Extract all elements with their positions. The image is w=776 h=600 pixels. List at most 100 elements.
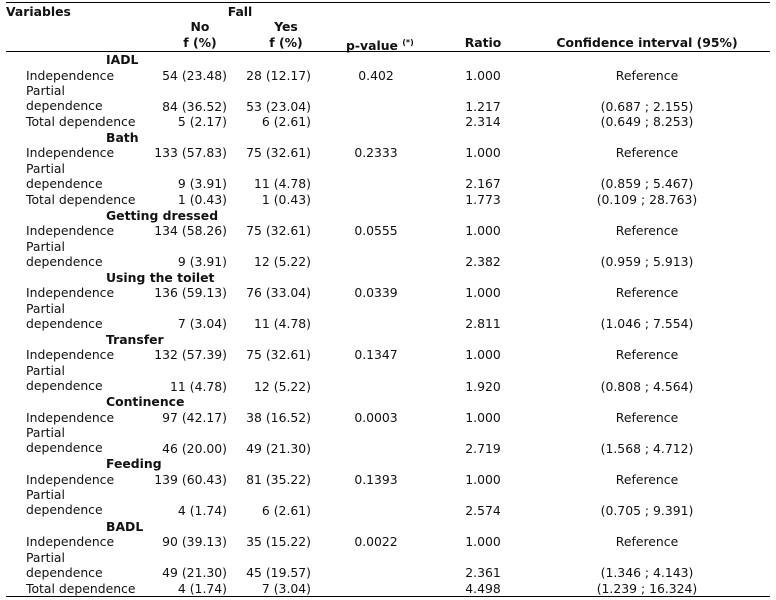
cell-ci: Reference (615, 534, 679, 549)
row-label: Independence (26, 410, 115, 425)
header-rule (6, 51, 770, 52)
cell-no: 11 (4.78) (170, 379, 227, 394)
section-title: Continence (106, 394, 185, 409)
section-title: Getting dressed (106, 208, 219, 223)
no-sub-header: f (%) (183, 35, 217, 50)
cell-ratio: 1.217 (465, 99, 501, 114)
cell-no: 4 (1.74) (177, 503, 227, 518)
cell-no: 133 (57.83) (154, 145, 227, 160)
cell-yes: 11 (4.78) (254, 176, 311, 191)
cell-yes: 6 (2.61) (261, 114, 311, 129)
cell-yes: 45 (19.57) (246, 565, 311, 580)
row-label: Partial dependence (26, 83, 103, 113)
cell-no: 97 (42.17) (162, 410, 227, 425)
row-label: Independence (26, 534, 115, 549)
cell-ci: Reference (615, 68, 679, 83)
cell-ratio: 1.000 (465, 145, 501, 160)
fall-header: Fall (227, 4, 253, 19)
cell-ratio: 2.167 (465, 176, 501, 191)
row-label: Independence (26, 472, 115, 487)
cell-yes: 53 (23.04) (246, 99, 311, 114)
cell-no: 49 (21.30) (162, 565, 227, 580)
cell-yes: 75 (32.61) (246, 145, 311, 160)
cell-ratio: 1.920 (465, 379, 501, 394)
cell-no: 136 (59.13) (154, 285, 227, 300)
yes-sub-header: f (%) (269, 35, 303, 50)
cell-pvalue: 0.2333 (354, 145, 398, 160)
section-title: Transfer (106, 332, 164, 347)
cell-yes: 49 (21.30) (246, 441, 311, 456)
cell-ci: (0.959 ; 5.913) (600, 254, 694, 269)
cell-pvalue: 0.0003 (354, 410, 398, 425)
cell-ci: Reference (615, 285, 679, 300)
row-label: Partial dependence (26, 363, 103, 393)
cell-pvalue: 0.402 (358, 68, 394, 83)
section-title: BADL (106, 519, 144, 534)
section-title: IADL (106, 52, 139, 67)
cell-ci: Reference (615, 472, 679, 487)
cell-ci: (0.649 ; 8.253) (600, 114, 694, 129)
row-label: Independence (26, 223, 115, 238)
section-title: Feeding (106, 456, 162, 471)
row-label: Partial dependence (26, 239, 103, 269)
cell-ci: (1.346 ; 4.143) (600, 565, 694, 580)
row-label: Partial dependence (26, 550, 103, 580)
cell-yes: 7 (3.04) (261, 581, 311, 596)
cell-pvalue: 0.0022 (354, 534, 398, 549)
cell-ratio: 1.000 (465, 534, 501, 549)
row-label: Total dependence (26, 581, 136, 596)
cell-no: 84 (36.52) (162, 99, 227, 114)
cell-yes: 11 (4.78) (254, 316, 311, 331)
cell-no: 9 (3.91) (177, 254, 227, 269)
cell-ci: (0.687 ; 2.155) (600, 99, 694, 114)
cell-yes: 1 (0.43) (261, 192, 311, 207)
cell-no: 139 (60.43) (154, 472, 227, 487)
cell-ratio: 2.719 (465, 441, 501, 456)
cell-ci: Reference (615, 410, 679, 425)
cell-ratio: 1.000 (465, 68, 501, 83)
row-label: Independence (26, 285, 115, 300)
cell-ratio: 1.000 (465, 410, 501, 425)
cell-pvalue: 0.1347 (354, 347, 398, 362)
ratio-header: Ratio (464, 35, 502, 50)
cell-ratio: 4.498 (465, 581, 501, 596)
cell-ratio: 2.811 (465, 316, 501, 331)
cell-ci: (1.568 ; 4.712) (600, 441, 694, 456)
pvalue-footnote-mark: (*) (402, 38, 414, 47)
cell-ratio: 2.314 (465, 114, 501, 129)
cell-ci: (0.705 ; 9.391) (600, 503, 694, 518)
row-label: Total dependence (26, 114, 136, 129)
top-rule (6, 2, 770, 3)
no-header: No (190, 19, 210, 34)
variables-header: Variables (6, 4, 71, 19)
bottom-rule (6, 596, 770, 597)
cell-ratio: 2.574 (465, 503, 501, 518)
cell-no: 90 (39.13) (162, 534, 227, 549)
cell-yes: 76 (33.04) (246, 285, 311, 300)
cell-yes: 6 (2.61) (261, 503, 311, 518)
cell-no: 9 (3.91) (177, 176, 227, 191)
cell-ci: (0.808 ; 4.564) (600, 379, 694, 394)
pvalue-label: p-value (346, 38, 398, 53)
cell-ci: (1.046 ; 7.554) (600, 316, 694, 331)
section-title: Bath (106, 130, 139, 145)
cell-ratio: 1.000 (465, 347, 501, 362)
row-label: Independence (26, 68, 115, 83)
cell-yes: 75 (32.61) (246, 223, 311, 238)
cell-yes: 12 (5.22) (254, 379, 311, 394)
cell-yes: 75 (32.61) (246, 347, 311, 362)
cell-ci: Reference (615, 347, 679, 362)
cell-ci: Reference (615, 223, 679, 238)
row-label: Total dependence (26, 192, 136, 207)
ci-header: Confidence interval (95%) (556, 35, 738, 50)
cell-pvalue: 0.0555 (354, 223, 398, 238)
row-label: Partial dependence (26, 487, 103, 517)
cell-no: 1 (0.43) (177, 192, 227, 207)
cell-pvalue: 0.0339 (354, 285, 398, 300)
cell-no: 46 (20.00) (162, 441, 227, 456)
cell-yes: 35 (15.22) (246, 534, 311, 549)
cell-yes: 38 (16.52) (246, 410, 311, 425)
cell-ratio: 2.382 (465, 254, 501, 269)
cell-ratio: 1.000 (465, 223, 501, 238)
cell-ratio: 1.000 (465, 472, 501, 487)
